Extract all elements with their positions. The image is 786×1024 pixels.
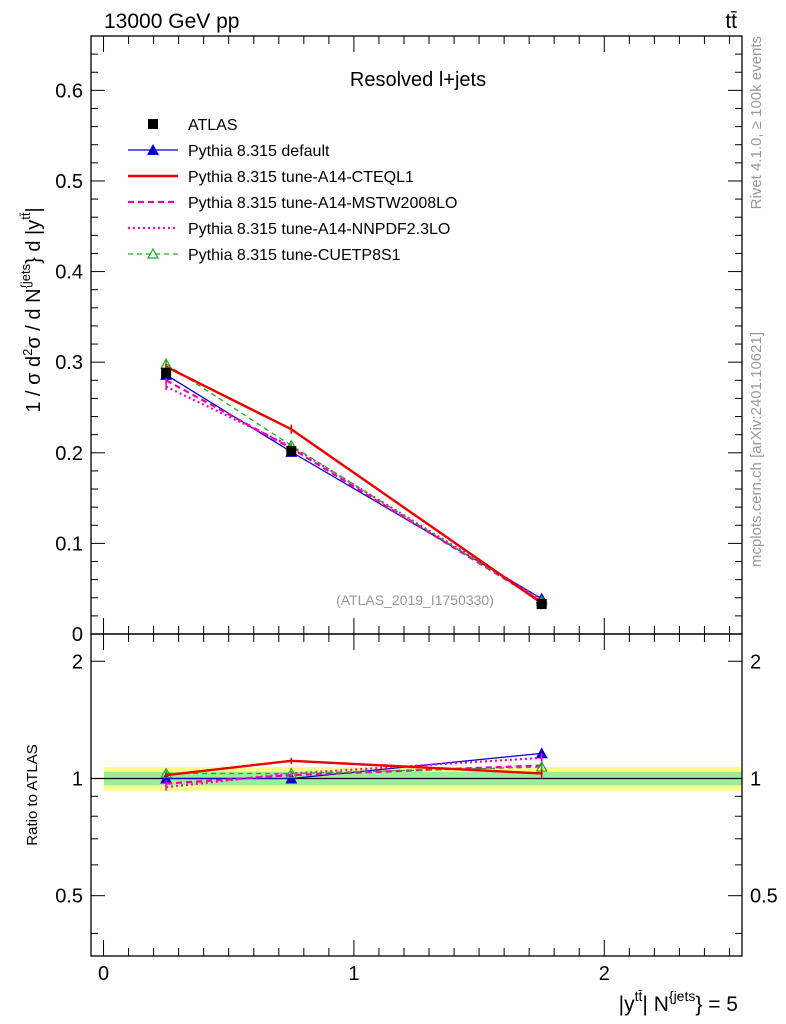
x-tick-label: 2 — [599, 963, 610, 985]
legend-label-atlas: ATLAS — [188, 117, 238, 134]
main-plot-panel: 0 0.1 0.2 0.3 0.4 0.5 0.6 Resolved l+jets (ATL… — [55, 35, 743, 646]
svg-text:|ytt̄| N{jets} = 5: |ytt̄| N{jets} = 5 — [619, 988, 738, 1016]
watermark: (ATLAS_2019_I1750330) — [336, 592, 494, 608]
legend-entry-default: Pythia 8.315 default — [128, 143, 330, 160]
ratio-point-cuetp8s1 — [285, 767, 298, 779]
main-series-cuetp8s1 — [160, 357, 548, 606]
ratio-plot-panel: 0.5 0.5 1 1 2 2 0 1 2 — [55, 633, 778, 985]
legend-label-mstw: Pythia 8.315 tune-A14-MSTW2008LO — [188, 195, 457, 212]
legend-marker-atlas — [148, 119, 158, 129]
main-y-tick-label: 0.4 — [55, 262, 83, 284]
legend-entry-mstw: Pythia 8.315 tune-A14-MSTW2008LO — [128, 195, 457, 212]
legend-label-cuetp8s1: Pythia 8.315 tune-CUETP8S1 — [188, 247, 401, 264]
svg-text:1 / σ d2σ / d N{jets} d |ytt̄|: 1 / σ d2σ / d N{jets} d |ytt̄| — [18, 207, 45, 412]
ratio-y-axis: 0.5 0.5 1 1 2 2 — [55, 651, 778, 934]
legend-marker-default — [147, 144, 159, 155]
main-y-tick-label: 0 — [72, 624, 83, 646]
ratio-y-tick-label: 0.5 — [55, 886, 83, 908]
legend-label-cteql1: Pythia 8.315 tune-A14-CTEQL1 — [188, 169, 414, 186]
main-y-tick-label: 0.5 — [55, 171, 83, 193]
ratio-y-tick-label: 2 — [72, 651, 83, 673]
main-y-tick-label: 0.2 — [55, 443, 83, 465]
x-tick-label: 0 — [98, 963, 109, 985]
mcplots-label: mcplots.cern.ch [arXiv:2401.10621] — [748, 332, 765, 567]
ratio-y-axis-label: Ratio to ATLAS — [24, 744, 41, 845]
main-y-tick-label: 0.1 — [55, 533, 83, 555]
plot-title: Resolved l+jets — [350, 69, 486, 91]
legend-entry-atlas: ATLAS — [148, 117, 238, 134]
legend-entry-cteql1: Pythia 8.315 tune-A14-CTEQL1 — [128, 169, 414, 186]
legend: ATLAS Pythia 8.315 default Pythia 8.315 tu… — [128, 117, 457, 264]
ratio-y-tick-label-right: 2 — [750, 651, 761, 673]
x-axis-label: |ytt̄| N{jets} = 5 — [619, 988, 738, 1016]
legend-marker-cuetp8s1 — [146, 247, 160, 259]
x-axis: 0 1 2 — [98, 634, 730, 985]
legend-label-nnpdf: Pythia 8.315 tune-A14-NNPDF2.3LO — [188, 221, 450, 238]
ratio-y-tick-label-right: 0.5 — [750, 886, 778, 908]
x-tick-label: 1 — [348, 963, 359, 985]
main-y-axis-label: 1 / σ d2σ / d N{jets} d |ytt̄| — [18, 207, 45, 412]
ratio-series-cteql1 — [165, 757, 543, 778]
main-point-atlas — [161, 368, 172, 379]
main-series-group — [160, 357, 548, 610]
process-label: tt̄ — [725, 10, 737, 33]
ratio-series-group — [160, 747, 548, 791]
collision-label: 13000 GeV pp — [104, 10, 239, 33]
legend-entry-nnpdf: Pythia 8.315 tune-A14-NNPDF2.3LO — [128, 221, 450, 238]
ratio-point-default — [535, 747, 548, 759]
main-point-atlas — [286, 445, 297, 456]
main-y-axis: 0 0.1 0.2 0.3 0.4 0.5 0.6 — [55, 35, 742, 646]
ratio-y-tick-label: 1 — [72, 768, 83, 790]
main-line-mstw — [165, 379, 543, 603]
main-line-nnpdf — [165, 385, 543, 601]
main-y-tick-label: 0.3 — [55, 352, 83, 374]
ratio-y-tick-label-right: 1 — [750, 768, 761, 790]
legend-entry-cuetp8s1: Pythia 8.315 tune-CUETP8S1 — [128, 247, 401, 264]
main-series-atlas — [161, 368, 547, 610]
main-series-mstw — [165, 376, 543, 603]
legend-label-default: Pythia 8.315 default — [188, 143, 330, 160]
main-point-atlas — [536, 599, 547, 610]
ratio-plot-frame — [90, 633, 743, 957]
rivet-label: Rivet 4.1.0, ≥ 100k events — [748, 36, 765, 209]
main-line-cuetp8s1 — [165, 363, 543, 602]
main-y-tick-label: 0.6 — [55, 80, 83, 102]
